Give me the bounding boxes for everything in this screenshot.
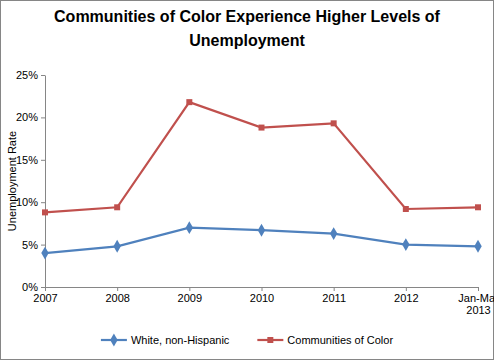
x-tick-label: 2008 xyxy=(105,292,129,304)
x-tick: 2007 xyxy=(33,287,57,304)
y-tick-mark xyxy=(41,287,45,288)
x-tick-mark xyxy=(406,287,407,291)
x-tick-mark xyxy=(262,287,263,291)
chart-border xyxy=(1,1,494,360)
x-tick-mark xyxy=(45,287,46,291)
x-tick: 2011 xyxy=(322,287,346,304)
y-tick-label: 15% xyxy=(16,154,38,166)
y-tick-mark xyxy=(41,160,45,161)
series-marker xyxy=(403,206,409,212)
x-tick: 2009 xyxy=(178,287,202,304)
y-tick: 20% xyxy=(16,111,45,123)
chart-title: Communities of Color Experience Higher L… xyxy=(54,8,441,49)
y-tick: 5% xyxy=(22,239,45,251)
x-tick-mark xyxy=(334,287,335,291)
x-tick-label: 2009 xyxy=(178,292,202,304)
plot-area xyxy=(41,99,481,259)
y-tick-label: 10% xyxy=(16,196,38,208)
y-tick-mark xyxy=(41,117,45,118)
y-tick-mark xyxy=(41,202,45,203)
x-tick: 2008 xyxy=(105,287,129,304)
legend-label: White, non-Hispanic xyxy=(131,334,230,346)
y-tick: 25% xyxy=(16,69,45,81)
y-tick-label: 5% xyxy=(22,239,38,251)
series-marker xyxy=(475,204,481,210)
x-tick-label: 2012 xyxy=(394,292,418,304)
legend-item: Communities of Color xyxy=(257,334,393,346)
series-marker xyxy=(402,238,409,251)
y-tick: 15% xyxy=(16,154,45,166)
series-line xyxy=(45,102,478,212)
series xyxy=(42,99,481,215)
x-tick: Jan-Mar2013 xyxy=(458,287,494,316)
y-tick: 10% xyxy=(16,196,45,208)
series-marker xyxy=(113,240,120,253)
x-tick-mark xyxy=(478,287,479,291)
x-tick: 2010 xyxy=(250,287,274,304)
series-marker xyxy=(258,224,265,237)
x-tick-label: Jan-Mar2013 xyxy=(458,292,494,317)
y-tick-mark xyxy=(41,245,45,246)
series-marker xyxy=(330,227,337,240)
chart: Communities of Color Experience Higher L… xyxy=(0,0,494,360)
x-axis: 2007 2008 2009 2010 2011 2012 Jan-Mar2013 xyxy=(33,287,494,316)
series-marker xyxy=(331,120,337,126)
series-marker xyxy=(186,99,192,105)
x-tick-mark xyxy=(117,287,118,291)
legend-label: Communities of Color xyxy=(287,334,393,346)
legend-marker xyxy=(110,334,117,347)
legend-item: White, non-Hispanic xyxy=(101,334,230,347)
y-tick-mark xyxy=(41,75,45,76)
series-marker xyxy=(259,125,265,131)
x-tick-label: 2011 xyxy=(322,292,346,304)
legend-marker xyxy=(267,337,273,343)
series-marker xyxy=(41,247,48,260)
x-tick: 2012 xyxy=(394,287,418,304)
series xyxy=(41,221,481,259)
y-tick-label: 25% xyxy=(16,69,38,81)
y-axis: 0%5%10%15%20%25% xyxy=(16,69,46,293)
x-tick-mark xyxy=(189,287,190,291)
series-marker xyxy=(114,204,120,210)
y-axis-title: Unemployment Rate xyxy=(6,131,18,231)
y-tick-label: 20% xyxy=(16,111,38,123)
x-tick-label: 2010 xyxy=(250,292,274,304)
x-tick-label: 2007 xyxy=(33,292,57,304)
series-marker xyxy=(42,209,48,215)
legend: White, non-Hispanic Communities of Color xyxy=(101,334,394,347)
series-marker xyxy=(186,221,193,234)
series-marker xyxy=(474,240,481,253)
